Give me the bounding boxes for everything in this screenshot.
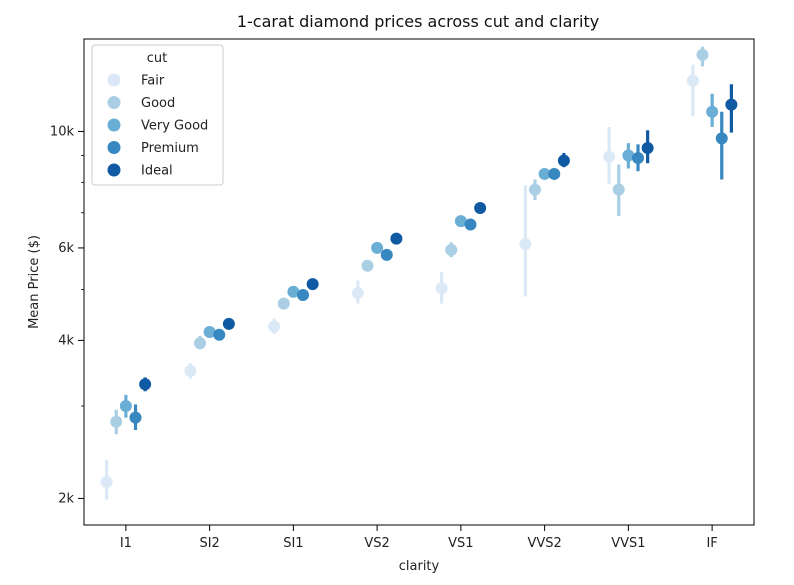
data-point [445,243,458,256]
legend-marker [107,141,121,154]
x-tick-label-3: VS2 [364,536,389,551]
axes-frame [83,38,755,526]
series-fair [100,64,699,500]
x-tick-label-0: I1 [120,536,132,551]
legend-label: Good [141,96,175,111]
legend-label: Very Good [141,119,208,134]
x-tick-label-1: SI2 [199,536,219,551]
data-point [686,74,699,87]
data-point [725,98,738,111]
data-point [268,320,281,333]
data-point [715,132,728,145]
x-tick-label-6: VVS1 [611,536,645,551]
legend-box [91,44,224,186]
x-axis-label: clarity [399,559,440,574]
x-axis: I1 SI2 SI1 VS2 VS1 VVS2 VVS1 IF [120,525,718,551]
data-point [351,287,364,300]
legend-label: Ideal [141,164,173,179]
x-tick-label-7: IF [706,536,717,551]
y-tick-label-1: 4k [58,333,74,348]
legend-label: Fair [141,74,165,89]
data-point [100,475,113,488]
data-point [696,48,709,61]
data-point [287,285,300,298]
data-point [193,337,206,350]
data-point [119,399,132,412]
legend-marker [107,118,121,132]
x-tick-label-4: VS1 [448,536,473,551]
data-point [632,152,645,165]
data-point [203,325,216,338]
chart-title: 1-carat diamond prices across cut and cl… [237,12,599,31]
y-tick-label-0: 2k [58,491,74,506]
data-point [519,238,532,251]
legend: cut Fair Good Very Good Premium Ideal [91,44,224,186]
x-tick-label-2: SI1 [283,536,303,551]
legend-marker [107,163,121,177]
legend-item-fair: Fair [107,73,165,89]
data-point [297,289,310,302]
legend-marker [107,73,121,87]
y-axis: 2k 4k 6k 10k [50,124,84,506]
data-point [129,411,142,424]
series-ideal [139,84,738,392]
data-point [213,328,226,341]
data-point [641,141,654,154]
legend-item-good: Good [107,96,175,111]
data-point [390,232,403,245]
legend-item-very-good: Very Good [107,118,208,134]
data-point [371,241,384,254]
plot-area: 2k 4k 6k 10k I1 SI2 SI1 VS2 VS1 VVS2 VVS1 IF [50,38,755,551]
data-point [603,150,616,163]
data-point [538,167,551,180]
data-point [548,167,561,180]
data-point [222,317,235,330]
data-point [277,297,290,310]
data-point [612,183,625,196]
data-point [706,105,719,118]
data-point [622,149,635,162]
legend-title: cut [147,51,167,66]
legend-marker [107,96,121,109]
series-premium [129,111,728,431]
data-point [557,154,570,167]
legend-label: Premium [141,141,199,156]
y-tick-label-3: 10k [50,124,75,139]
y-axis-label: Mean Price ($) [27,235,42,329]
data-point [528,183,541,196]
legend-item-premium: Premium [107,141,199,156]
series-good [110,46,709,435]
data-point [454,215,467,228]
legend-item-ideal: Ideal [107,163,173,179]
series-layer [100,46,738,500]
y-tick-label-2: 6k [58,241,74,256]
data-point [306,278,319,291]
series-very-good [119,93,719,418]
data-point [464,218,477,231]
data-point [361,259,374,272]
data-point [474,201,487,214]
data-point [435,282,448,295]
data-point [380,248,393,261]
data-point [139,378,152,391]
data-point [184,364,197,377]
x-tick-label-5: VVS2 [527,536,561,551]
data-point [110,415,123,428]
